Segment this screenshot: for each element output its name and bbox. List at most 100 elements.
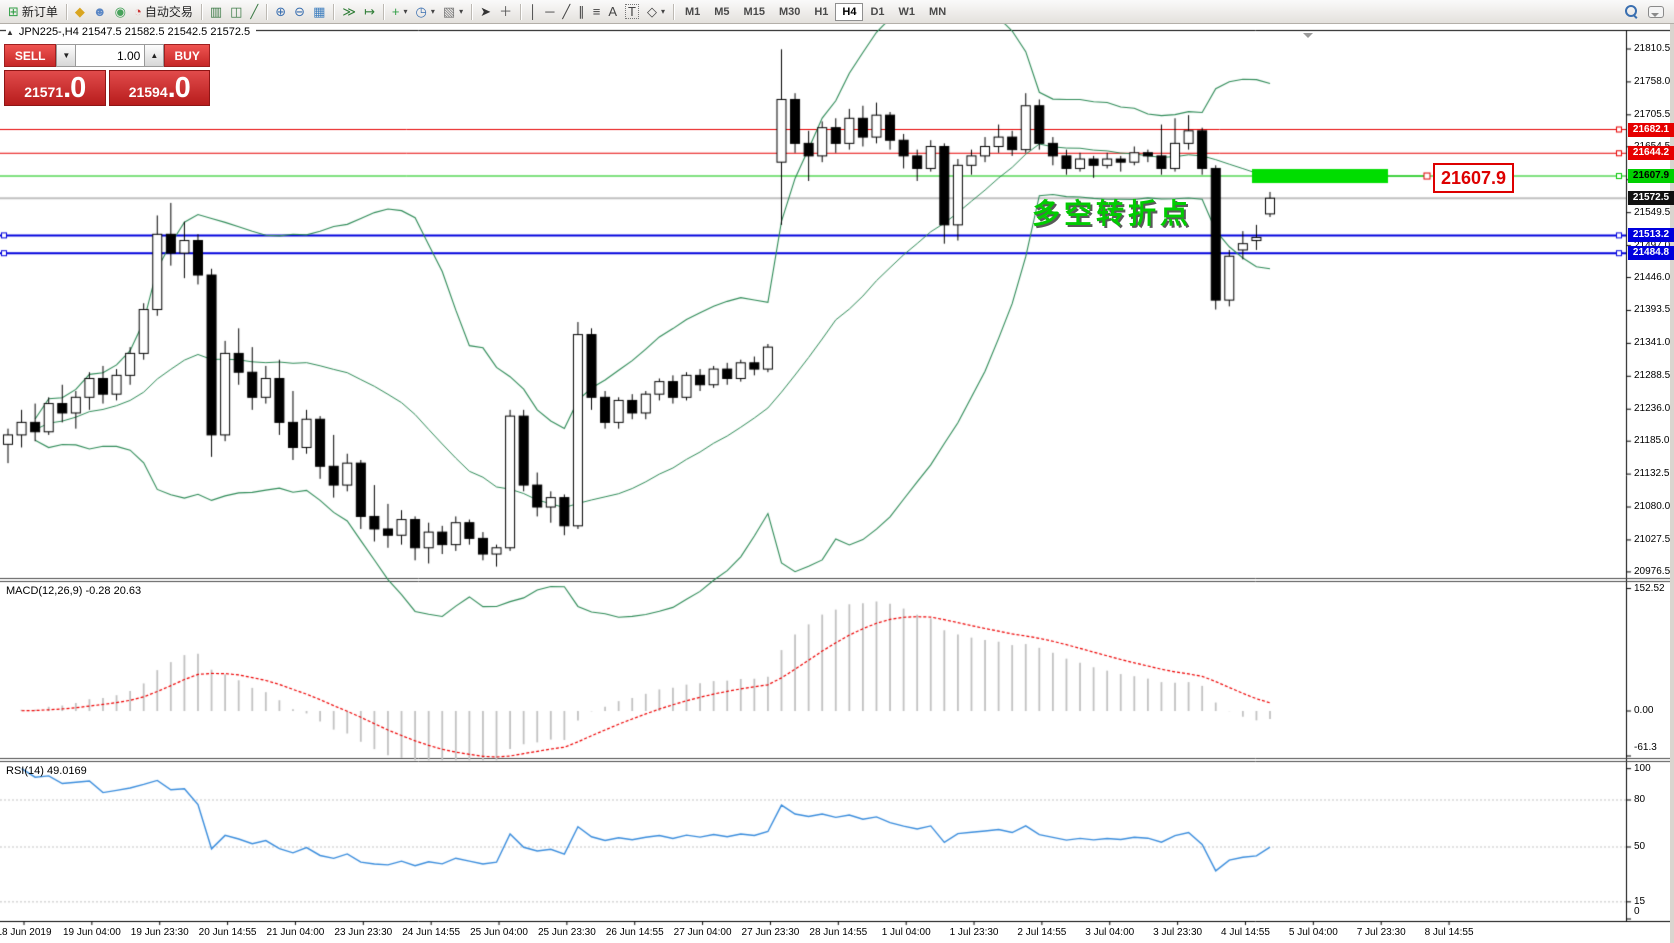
arrows-button-dropdown-icon[interactable]: ▾	[660, 7, 665, 16]
price-tag-resistance-line-2[interactable]: 21644.2	[1628, 146, 1674, 161]
new-order-button-label: 新订单	[21, 5, 58, 19]
cursor-icon[interactable]: ➤	[476, 2, 495, 22]
text-icon: A	[608, 4, 618, 19]
market-watch-icon[interactable]: ◆	[71, 2, 89, 22]
time-axis-label: 3 Jul 23:30	[1153, 927, 1203, 938]
equidistant-channel-icon[interactable]: ∥	[574, 2, 589, 22]
search-ring	[1625, 5, 1637, 17]
arrows-button[interactable]: ◇ ▾	[643, 2, 669, 22]
new-order-button[interactable]: ⊞ 新订单	[4, 2, 62, 22]
tile-windows-icon[interactable]: ▦	[309, 2, 329, 22]
candlestick-chart-icon: ◫	[230, 4, 243, 19]
text-label-icon[interactable]: T	[621, 2, 643, 22]
indicators-add-button[interactable]: + ▾	[388, 2, 412, 22]
line-chart-icon[interactable]: ╱	[246, 2, 262, 22]
rsi-tick-label: 100	[1634, 762, 1651, 774]
y-axis-tick-label: 21758.0	[1634, 75, 1671, 87]
profile-icon[interactable]: ☻	[89, 2, 111, 22]
toolbar-groups: ⊞ 新订单 ◆ ☻ ◉ ◔ 自动交易 ▥ ◫ ╱ ⊕ ⊖ ▦ ≫ ↦ + ▾ ◷ ▾ ▧ ▾ ➤ ＋ │ ─ ╱ ∥ ≡ A T ◇ ▾ M1 M…	[0, 0, 953, 23]
line-chart-icon: ╱	[250, 4, 259, 19]
periods-clock-button-dropdown-icon[interactable]: ▾	[430, 7, 435, 16]
collapse-arrow-icon[interactable]: ▲	[6, 27, 14, 37]
indicators-add-button-dropdown-icon[interactable]: ▾	[403, 7, 408, 16]
chart-shift-marker[interactable]	[1303, 33, 1313, 43]
templates-button[interactable]: ▧ ▾	[439, 2, 467, 22]
trendline-icon[interactable]: ╱	[558, 2, 574, 22]
time-axis-label: 27 Jun 23:30	[741, 927, 800, 938]
time-axis-label: 18 Jun 2019	[0, 927, 52, 938]
horizontal-line-icon[interactable]: ─	[541, 2, 558, 22]
signals-icon[interactable]: ◉	[111, 2, 130, 22]
auto-scroll-icon[interactable]: ≫	[338, 2, 360, 22]
fibonacci-icon: ≡	[592, 4, 601, 19]
timeframe-m1[interactable]: M1	[684, 5, 701, 18]
timeframe-w1[interactable]: W1	[898, 5, 916, 18]
time-axis-label: 27 Jun 04:00	[673, 927, 732, 938]
periods-clock-button[interactable]: ◷ ▾	[411, 2, 438, 22]
timeframe-m15[interactable]: M15	[743, 5, 765, 18]
bar-chart-icon[interactable]: ▥	[206, 2, 226, 22]
timeframe-h4[interactable]: H4	[835, 2, 864, 21]
timeframe-m30[interactable]: M30	[778, 5, 801, 18]
macd-tick-label: 152.52	[1634, 582, 1665, 594]
time-axis-label: 23 Jun 23:30	[334, 927, 393, 938]
y-axis-tick-label: 21705.5	[1634, 108, 1671, 120]
volume-input[interactable]	[76, 44, 145, 67]
price-tag-resistance-line-1[interactable]: 21682.1	[1628, 122, 1674, 137]
chart-shift-icon: ↦	[363, 4, 375, 19]
sell-button[interactable]: SELL	[4, 44, 57, 67]
search-icon[interactable]	[1625, 5, 1638, 19]
price-tag-pivot-line[interactable]: 21607.9	[1628, 169, 1674, 184]
sell-price-fraction: .0	[63, 72, 86, 104]
rsi-tick-label: 80	[1634, 793, 1646, 805]
volume-down-button[interactable]: ▼	[56, 44, 77, 67]
macd-label: MACD(12,26,9) -0.28 20.63	[6, 585, 142, 597]
time-axis-label: 28 Jun 14:55	[809, 927, 868, 938]
y-axis-tick-label: 21132.5	[1634, 468, 1670, 480]
timeframe-mn[interactable]: MN	[929, 5, 947, 18]
vertical-line-icon[interactable]: │	[525, 2, 541, 22]
sell-price-main: 21571	[24, 84, 64, 100]
rsi-label: RSI(14) 49.0169	[6, 765, 87, 777]
candlestick-chart-icon[interactable]: ◫	[226, 2, 246, 22]
chat-icon[interactable]	[1648, 5, 1664, 18]
timeframe-m5[interactable]: M5	[714, 5, 730, 18]
trend-annotation[interactable]: 多空转折点	[1032, 198, 1193, 229]
volume-up-button[interactable]: ▲	[144, 44, 165, 67]
indicators-add-icon: +	[391, 4, 400, 19]
toolbar-separator	[382, 3, 384, 20]
time-axis-label: 8 Jul 14:55	[1424, 927, 1474, 938]
price-tag-support-line-1[interactable]: 21513.2	[1628, 228, 1674, 243]
zoom-in-icon[interactable]: ⊕	[271, 2, 290, 22]
arrows-icon: ◇	[646, 4, 657, 19]
bar-chart-icon: ▥	[209, 4, 223, 19]
buy-price-display[interactable]: 21594 .0	[108, 70, 210, 106]
fibonacci-icon[interactable]: ≡	[589, 2, 605, 22]
timeframe-h1[interactable]: H1	[814, 5, 829, 18]
chart-shift-icon[interactable]: ↦	[360, 2, 379, 22]
price-callout[interactable]: 21607.9	[1433, 163, 1514, 193]
time-axis-label: 21 Jun 04:00	[266, 927, 325, 938]
y-axis-tick-label: 20976.5	[1634, 565, 1671, 577]
buy-button[interactable]: BUY	[164, 44, 211, 67]
macd-tick-label: -61.3	[1634, 742, 1657, 753]
time-axis-label: 4 Jul 14:55	[1221, 927, 1270, 938]
text-icon[interactable]: A	[604, 2, 621, 22]
chart-tab[interactable]: ▲ JPN225-,H4 21547.5 21582.5 21542.5 215…	[6, 26, 257, 38]
crosshair-icon[interactable]: ＋	[495, 2, 516, 22]
autotrading-button[interactable]: ◔ 自动交易	[130, 2, 197, 22]
sell-price-display[interactable]: 21571 .0	[4, 70, 106, 106]
y-axis-tick-label: 21080.0	[1634, 501, 1671, 513]
zoom-out-icon[interactable]: ⊖	[290, 2, 309, 22]
y-axis-tick-label: 21185.0	[1634, 435, 1670, 447]
timeframe-d1[interactable]: D1	[870, 5, 885, 18]
zoom-out-icon: ⊖	[294, 4, 306, 19]
text-label-icon: T	[625, 4, 639, 19]
toolbar-separator	[520, 3, 522, 20]
price-tag-support-line-2[interactable]: 21484.8	[1628, 246, 1674, 261]
templates-button-dropdown-icon[interactable]: ▾	[459, 7, 464, 16]
y-axis-tick-label: 21027.5	[1634, 533, 1671, 545]
y-axis-tick-label: 21393.5	[1634, 304, 1671, 316]
